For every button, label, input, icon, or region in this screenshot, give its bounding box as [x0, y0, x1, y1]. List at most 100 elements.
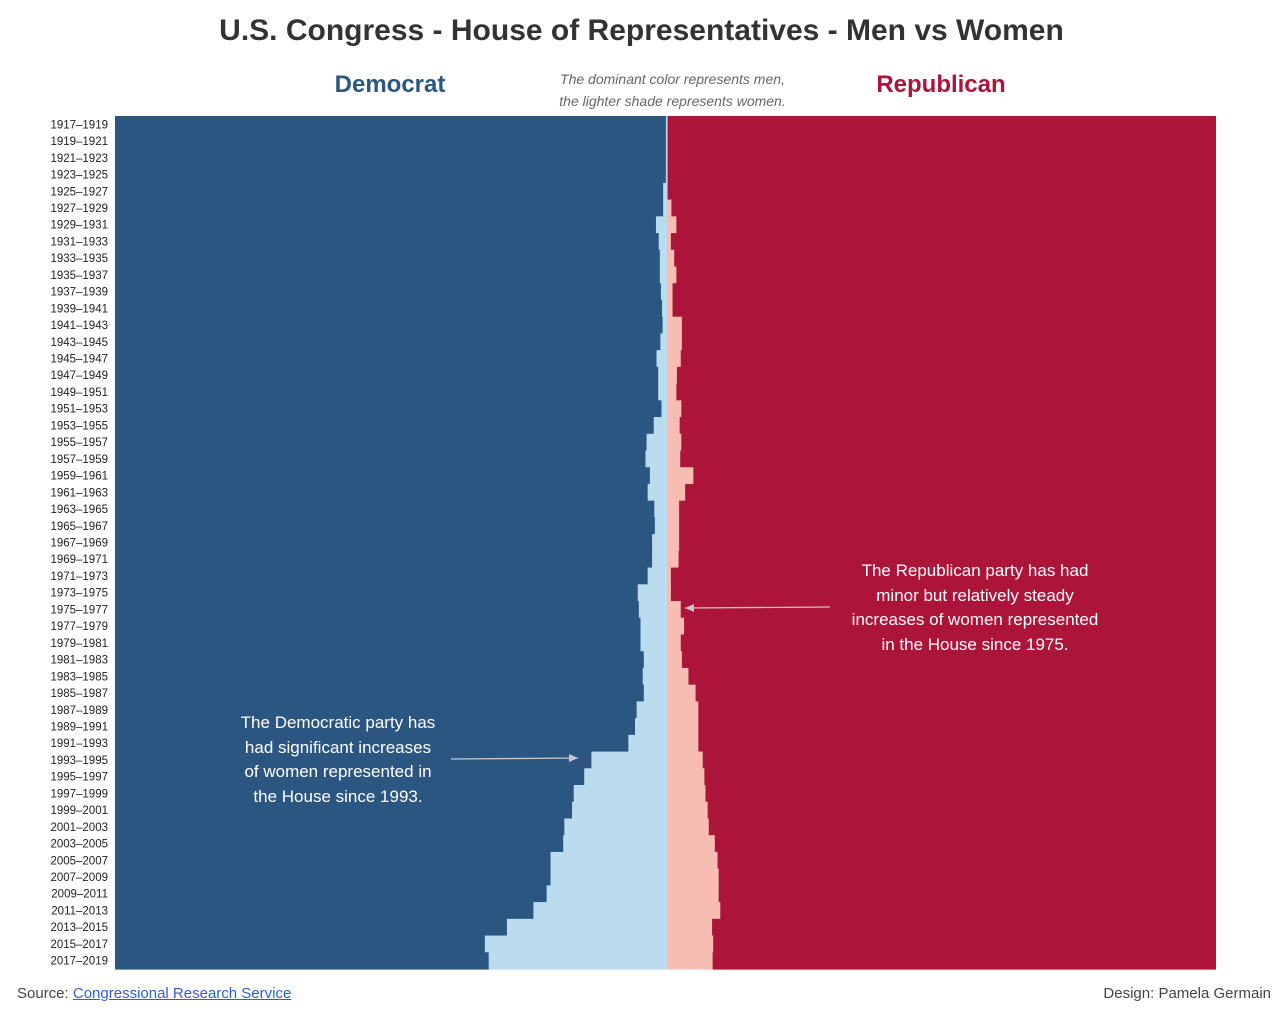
republican-annotation: The Republican party has had minor but r…: [836, 559, 1114, 657]
rep-men-bar: [696, 685, 1216, 702]
dem-men-bar: [115, 835, 564, 852]
year-label: 2007–2009: [50, 872, 108, 884]
dem-women-bar: [666, 116, 667, 133]
dem-men-bar: [115, 885, 547, 902]
rep-women-bar: [667, 216, 677, 233]
dem-men-bar: [115, 166, 666, 183]
dem-women-bar: [574, 785, 667, 802]
rep-women-bar: [667, 317, 682, 334]
rep-women-bar: [667, 952, 713, 969]
dem-women-bar: [659, 233, 667, 250]
source-link[interactable]: Congressional Research Service: [73, 985, 291, 1002]
dem-women-bar: [655, 517, 667, 534]
year-label: 1977–1979: [50, 621, 108, 633]
year-label: 1955–1957: [50, 437, 108, 449]
rep-women-bar: [667, 718, 699, 735]
year-label: 1975–1977: [50, 604, 108, 616]
dem-men-bar: [115, 534, 653, 551]
rep-women-bar: [667, 752, 703, 769]
dem-men-bar: [115, 601, 639, 618]
dem-women-bar: [662, 300, 667, 317]
dem-women-bar: [584, 768, 667, 785]
rep-women-bar: [667, 367, 677, 384]
rep-women-bar: [667, 885, 719, 902]
dem-women-bar: [663, 183, 667, 200]
rep-men-bar: [713, 952, 1216, 969]
year-label: 1931–1933: [50, 236, 108, 248]
dem-men-bar: [115, 317, 663, 334]
rep-women-bar: [667, 200, 672, 217]
rep-men-bar: [679, 517, 1216, 534]
rep-women-bar: [667, 568, 671, 585]
rep-men-bar: [681, 400, 1216, 417]
year-label: 1997–1999: [50, 788, 108, 800]
year-label: 1981–1983: [50, 655, 108, 667]
rep-women-bar: [667, 601, 681, 618]
dem-men-bar: [115, 568, 648, 585]
year-label: 1993–1995: [50, 755, 108, 767]
dem-women-bar: [663, 200, 667, 217]
rep-men-bar: [704, 768, 1216, 785]
rep-men-bar: [682, 317, 1216, 334]
dem-men-bar: [115, 400, 662, 417]
rep-women-bar: [667, 333, 682, 350]
rep-women-bar: [667, 651, 682, 668]
dem-women-bar: [654, 501, 667, 518]
rep-women-bar: [667, 451, 681, 468]
year-label: 1995–1997: [50, 772, 108, 784]
rep-women-bar: [667, 534, 680, 551]
rep-women-bar: [667, 517, 680, 534]
year-label: 1963–1965: [50, 504, 108, 516]
dem-women-bar: [591, 752, 667, 769]
rep-men-bar: [673, 283, 1216, 300]
rep-men-bar: [685, 484, 1216, 501]
dem-men-bar: [115, 300, 663, 317]
dem-women-bar: [533, 902, 667, 919]
dem-men-bar: [115, 517, 655, 534]
rep-men-bar: [688, 668, 1216, 685]
dem-women-bar: [656, 216, 667, 233]
year-label: 1921–1923: [50, 153, 108, 165]
rep-men-bar: [719, 885, 1216, 902]
year-label: 1953–1955: [50, 420, 108, 432]
rep-women-bar: [667, 384, 677, 401]
dem-men-bar: [115, 350, 657, 367]
dem-women-bar: [660, 267, 667, 284]
rep-women-bar: [667, 250, 675, 267]
rep-women-bar: [667, 668, 689, 685]
rep-women-bar: [667, 283, 673, 300]
rep-women-bar: [667, 685, 696, 702]
dem-men-bar: [115, 685, 644, 702]
rep-women-bar: [667, 233, 671, 250]
democrat-annotation: The Democratic party has had significant…: [221, 711, 455, 809]
dem-men-bar: [115, 216, 656, 233]
democrat-annotation-line-2: had significant increases: [221, 736, 455, 761]
year-label: 1937–1939: [50, 287, 108, 299]
dem-men-bar: [115, 333, 661, 350]
rep-men-bar: [680, 451, 1216, 468]
year-label: 1989–1991: [50, 721, 108, 733]
rep-women-bar: [667, 936, 714, 953]
rep-men-bar: [718, 852, 1216, 869]
democrat-annotation-line-1: The Democratic party has: [221, 711, 455, 736]
dem-women-bar: [639, 601, 667, 618]
dem-women-bar: [507, 919, 667, 936]
dem-women-bar: [645, 451, 667, 468]
rep-men-bar: [673, 300, 1216, 317]
dem-women-bar: [658, 367, 667, 384]
dem-men-bar: [115, 501, 655, 518]
dem-men-bar: [115, 818, 565, 835]
dem-women-bar: [489, 952, 667, 969]
year-label: 1973–1975: [50, 588, 108, 600]
democrat-annotation-line-3: of women represented in: [221, 760, 455, 785]
rep-women-bar: [667, 551, 679, 568]
year-label: 1959–1961: [50, 471, 108, 483]
rep-men-bar: [713, 936, 1216, 953]
rep-men-bar: [720, 902, 1216, 919]
rep-women-bar: [667, 802, 708, 819]
rep-men-bar: [674, 250, 1216, 267]
rep-women-bar: [667, 267, 677, 284]
rep-women-bar: [667, 818, 709, 835]
rep-men-bar: [671, 233, 1216, 250]
